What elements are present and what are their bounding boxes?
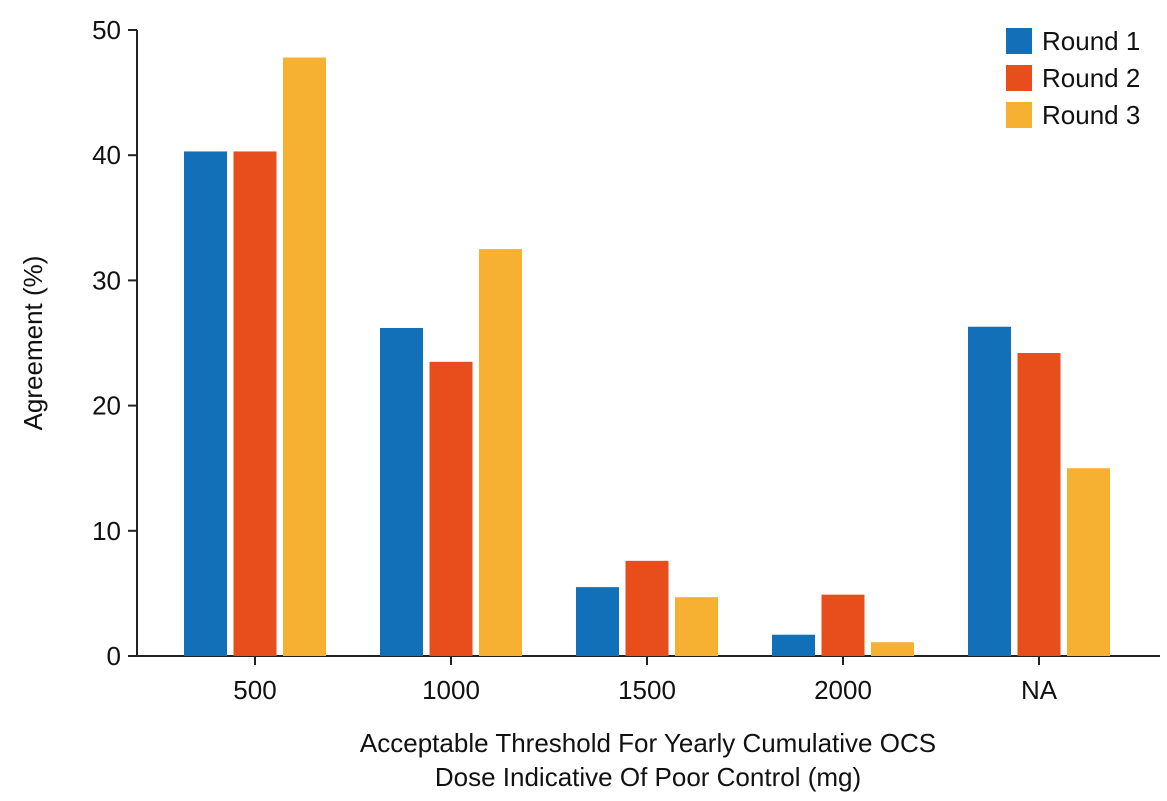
x-tick-label: 500 [233,675,276,705]
x-tick-label: 1000 [422,675,480,705]
x-axis-title-line-1: Acceptable Threshold For Yearly Cumulati… [360,728,936,758]
y-tick-label: 20 [92,391,121,421]
bars [184,57,1110,656]
bar-2000-round-2 [821,594,865,656]
bar-1000-round-2 [429,361,473,656]
x-ticks: 500 1000 1500 2000 NA [233,656,1058,705]
legend-swatch-round-1 [1006,28,1032,54]
y-ticks: 0 10 20 30 40 50 [92,15,137,671]
legend: Round 1 Round 2 Round 3 [1006,26,1140,130]
bar-2000-round-3 [871,642,914,656]
bar-1500-round-1 [576,587,619,656]
bar-1000-round-1 [380,327,423,656]
bar-1500-round-2 [625,560,669,656]
legend-label-round-3: Round 3 [1042,100,1140,130]
bar-500-round-1 [184,151,227,656]
y-axis-title: Agreement (%) [18,256,48,431]
bar-2000-round-1 [772,634,815,656]
y-tick-label: 40 [92,140,121,170]
y-tick-label: 30 [92,265,121,295]
bar-1500-round-3 [675,597,718,656]
x-axis-title-line-2: Dose Indicative Of Poor Control (mg) [435,762,861,792]
bar-na-round-3 [1067,468,1110,656]
bar-na-round-2 [1017,353,1061,656]
legend-label-round-1: Round 1 [1042,26,1140,56]
y-tick-label: 10 [92,516,121,546]
bar-1000-round-3 [479,249,522,656]
axis-titles: Agreement (%) Acceptable Threshold For Y… [18,256,936,792]
x-tick-label: 2000 [814,675,872,705]
x-tick-label: 1500 [618,675,676,705]
x-tick-label: NA [1021,675,1058,705]
legend-label-round-2: Round 2 [1042,63,1140,93]
y-tick-label: 0 [107,641,121,671]
legend-swatch-round-3 [1006,102,1032,128]
bar-na-round-1 [968,326,1011,656]
bar-500-round-2 [233,151,277,656]
legend-swatch-round-2 [1006,65,1032,91]
y-tick-label: 50 [92,15,121,45]
bar-500-round-3 [283,57,326,656]
